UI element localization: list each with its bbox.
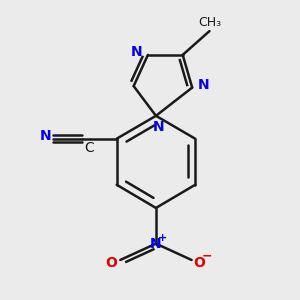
Text: CH₃: CH₃ [198, 16, 221, 29]
Text: O: O [105, 256, 117, 270]
Text: N: N [150, 237, 162, 250]
Text: +: + [158, 233, 167, 243]
Text: N: N [131, 45, 142, 59]
Text: N: N [198, 78, 209, 92]
Text: O: O [193, 256, 205, 270]
Text: −: − [202, 250, 212, 263]
Text: N: N [152, 120, 164, 134]
Text: C: C [84, 141, 94, 154]
Text: N: N [39, 129, 51, 143]
